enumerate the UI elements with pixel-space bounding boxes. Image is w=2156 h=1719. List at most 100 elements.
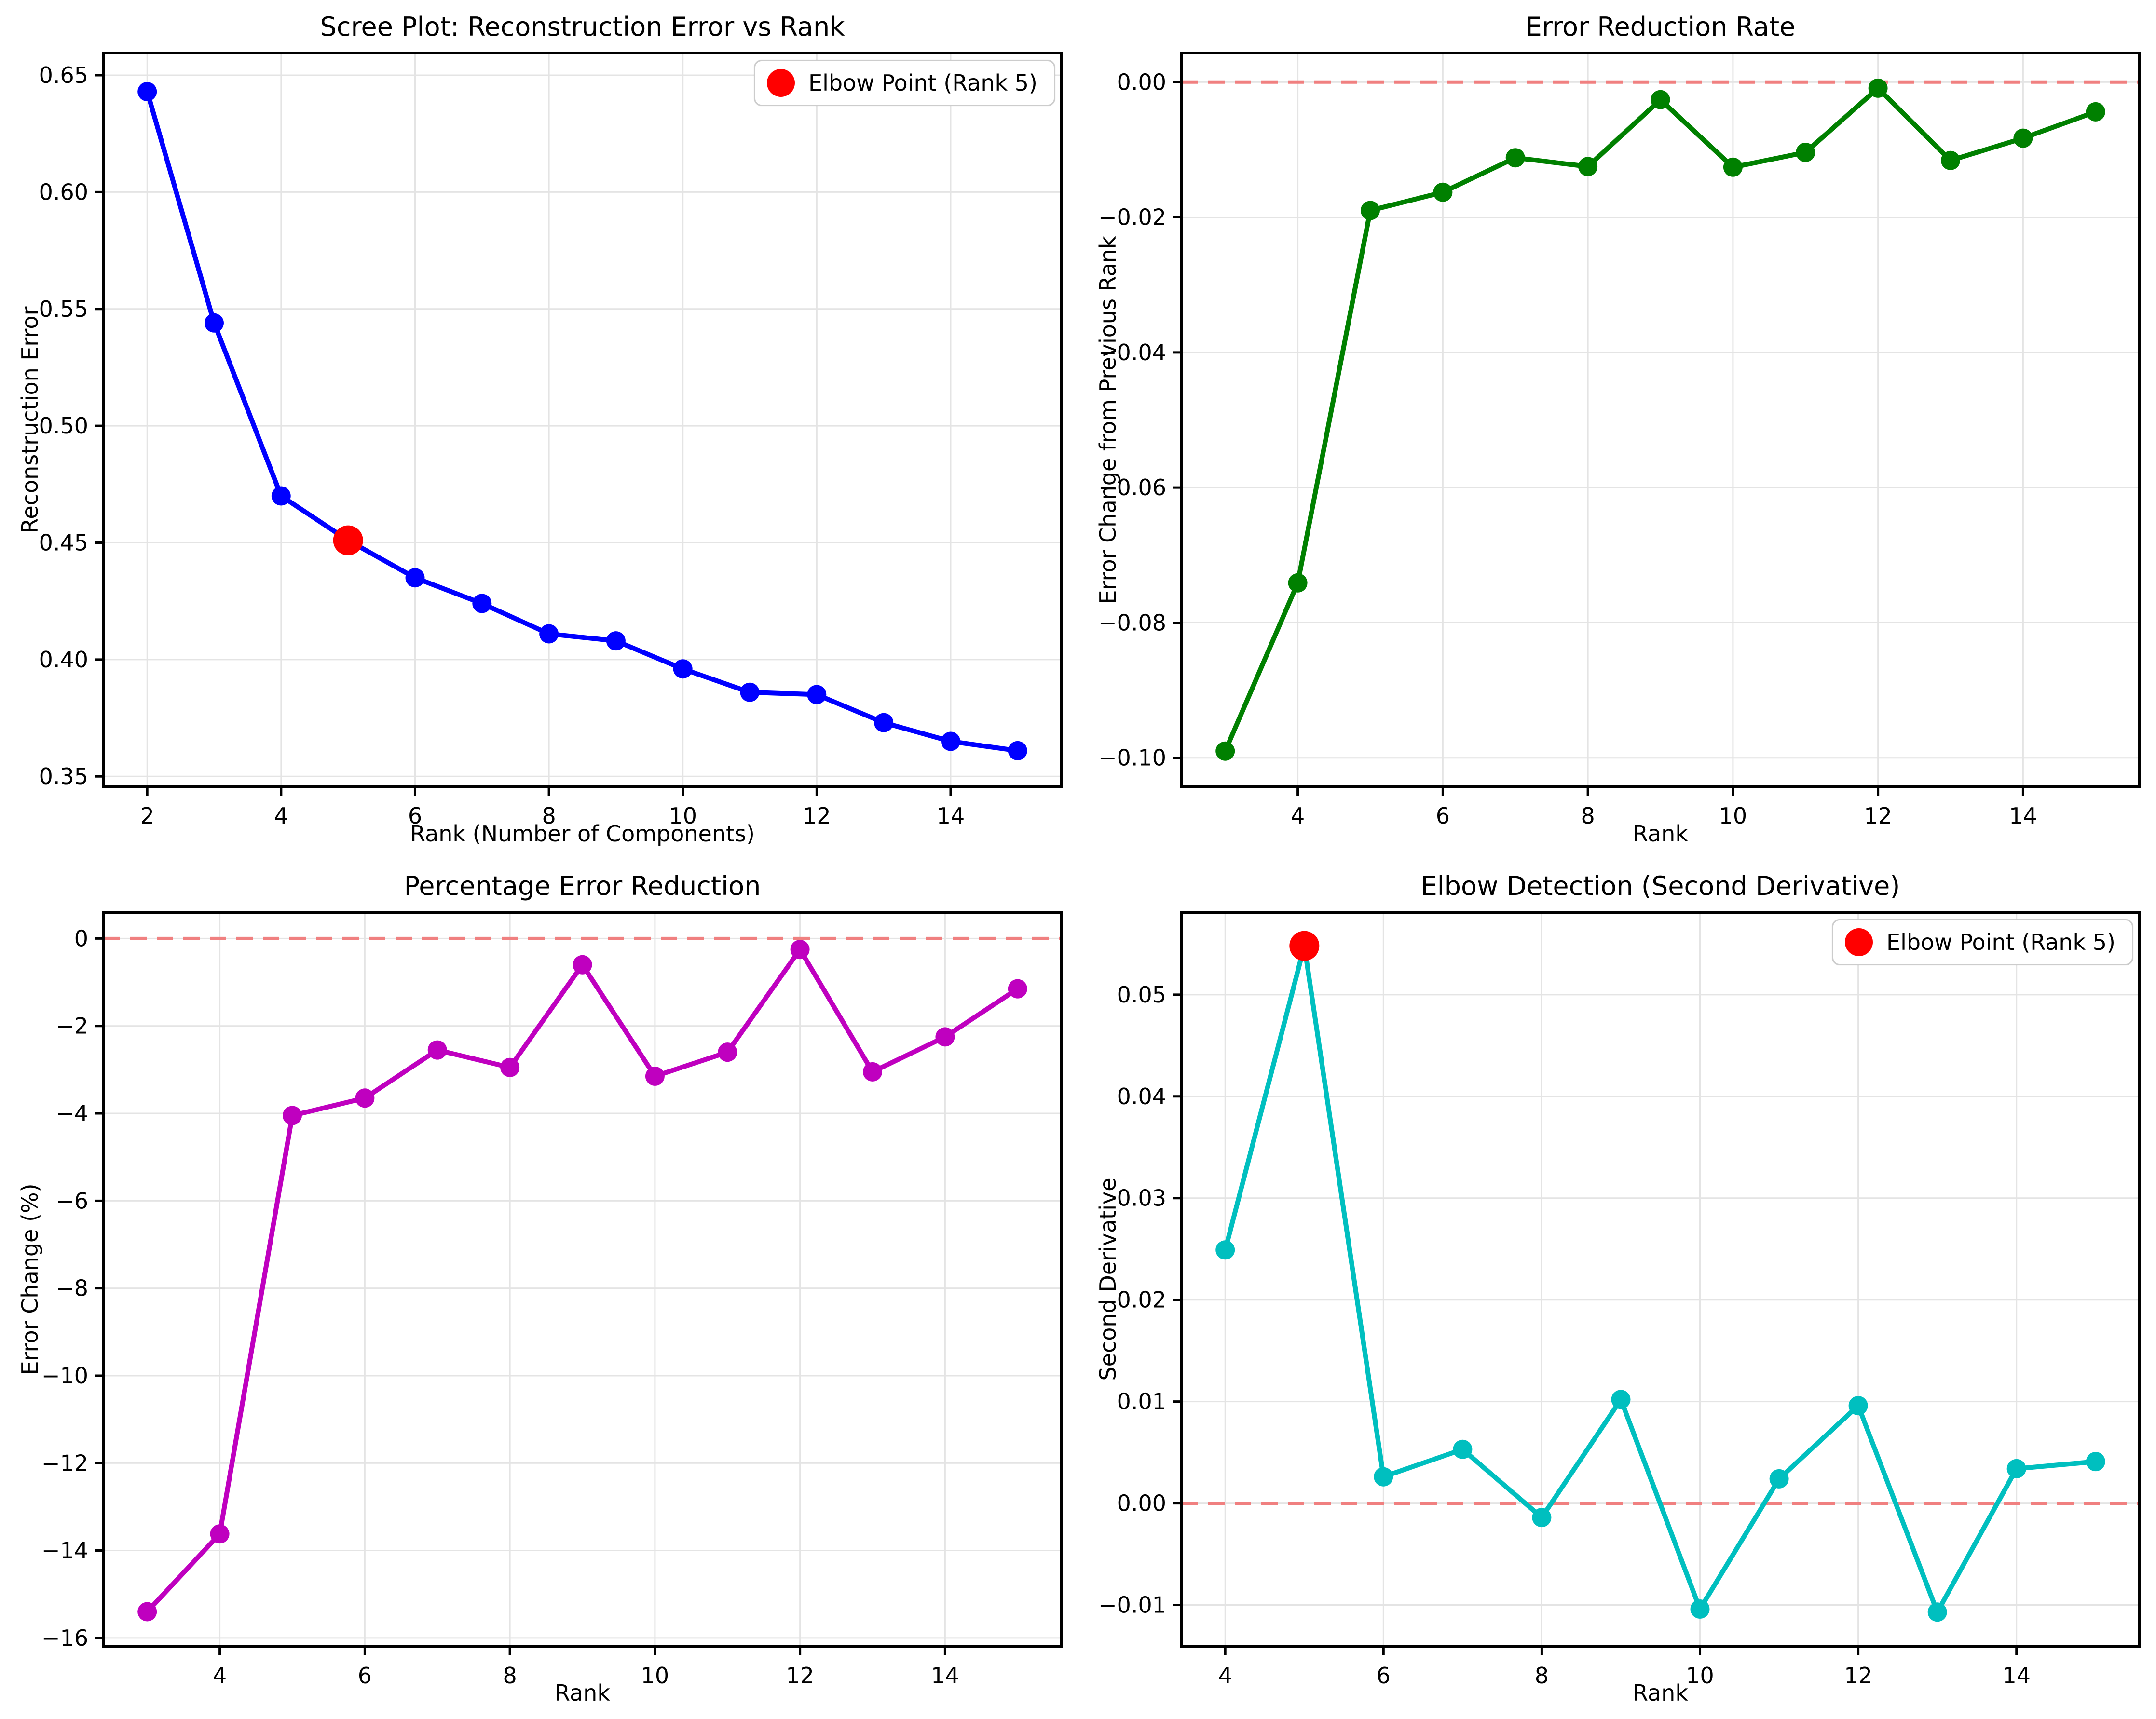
data-point xyxy=(1433,182,1453,202)
data-point xyxy=(2013,128,2033,148)
data-point xyxy=(790,940,810,960)
x-tick-label: 8 xyxy=(542,803,556,829)
y-tick-label: 0.45 xyxy=(39,529,88,555)
y-ticks: 0.65 0.60 0.55 0.50 0.45 0.40 0.35 xyxy=(39,62,104,789)
y-tick-label: 0.02 xyxy=(1117,1287,1166,1313)
data-point xyxy=(1008,979,1027,999)
y-tick-label: −14 xyxy=(41,1538,88,1564)
error-reduction-rate-canvas: 4 6 8 10 12 14 0.00 −0.02 −0.04 −0.06 −0.08 −0.10 xyxy=(1078,0,2156,859)
data-point xyxy=(137,82,157,101)
data-point xyxy=(427,1040,447,1060)
y-tick-label: 0.04 xyxy=(1117,1083,1166,1110)
y-tick-label: −0.04 xyxy=(1098,339,1166,365)
x-tick-label: 2 xyxy=(140,803,154,829)
data-point xyxy=(673,659,693,679)
data-point xyxy=(718,1042,737,1062)
chart-title: Scree Plot: Reconstruction Error vs Rank xyxy=(320,12,845,42)
y-tick-label: 0.00 xyxy=(1117,1490,1166,1516)
y-tick-label: −16 xyxy=(41,1625,88,1651)
x-tick-label: 4 xyxy=(213,1663,227,1689)
y-axis-label: Reconstruction Error xyxy=(17,306,43,534)
data-point xyxy=(1361,201,1380,220)
legend: Elbow Point (Rank 5) xyxy=(1832,919,2133,965)
y-axis-label: Error Change from Previous Rank xyxy=(1095,236,1121,604)
data-point xyxy=(1505,148,1525,168)
y-tick-label: 0 xyxy=(74,925,88,951)
x-tick-label: 14 xyxy=(931,1663,959,1689)
x-ticks: 2 4 6 8 10 12 14 xyxy=(140,787,965,829)
y-tick-label: 0.00 xyxy=(1117,69,1166,95)
x-tick-label: 6 xyxy=(358,1663,372,1689)
y-tick-label: 0.05 xyxy=(1117,982,1166,1008)
x-tick-label: 4 xyxy=(1218,1663,1232,1689)
x-tick-label: 14 xyxy=(2002,1663,2031,1689)
x-tick-label: 10 xyxy=(669,803,697,829)
x-tick-label: 12 xyxy=(1864,803,1892,829)
data-point xyxy=(863,1062,882,1082)
elbow-point xyxy=(1289,931,1320,961)
data-point xyxy=(606,631,626,651)
y-tick-label: 0.35 xyxy=(39,763,88,789)
data-point xyxy=(740,682,760,702)
x-tick-label: 14 xyxy=(937,803,965,829)
x-tick-label: 8 xyxy=(1581,803,1595,829)
y-tick-label: −6 xyxy=(55,1188,88,1214)
axes-frame xyxy=(102,52,1063,788)
data-point xyxy=(1769,1469,1789,1489)
x-tick-label: 4 xyxy=(1291,803,1305,829)
data-point xyxy=(941,731,960,751)
elbow-point xyxy=(333,525,363,555)
x-ticks: 4 6 8 10 12 14 xyxy=(1218,1647,2031,1689)
y-ticks: 0.05 0.04 0.03 0.02 0.01 0.00 −0.01 xyxy=(1098,982,1182,1618)
data-points xyxy=(137,940,1027,1622)
y-tick-label: −0.06 xyxy=(1098,474,1166,501)
x-tick-label: 6 xyxy=(1377,1663,1391,1689)
x-tick-label: 10 xyxy=(1686,1663,1714,1689)
elbow-marker-icon xyxy=(1845,928,1873,956)
y-tick-label: 0.55 xyxy=(39,296,88,322)
data-point xyxy=(1796,143,1815,162)
x-tick-label: 6 xyxy=(1436,803,1450,829)
data-point xyxy=(1611,1390,1631,1409)
y-axis-label: Error Change (%) xyxy=(17,1183,43,1375)
y-tick-label: 0.50 xyxy=(39,413,88,439)
data-point xyxy=(1927,1602,1947,1622)
y-tick-label: −8 xyxy=(55,1275,88,1301)
y-tick-label: −0.01 xyxy=(1098,1592,1166,1618)
scree-plot-canvas: 2 4 6 8 10 12 14 0.65 0.60 0.55 0.50 0.45 0.40 0.35 xyxy=(0,0,1078,859)
chart-cell-scree-plot: 2 4 6 8 10 12 14 0.65 0.60 0.55 0.50 0.45 0.40 0.35 S… xyxy=(0,0,1078,859)
data-point xyxy=(205,313,224,333)
data-point xyxy=(1215,1240,1235,1260)
x-tick-label: 12 xyxy=(803,803,831,829)
plot-background xyxy=(1078,859,2156,1719)
x-axis-label: Rank xyxy=(1633,1680,1688,1706)
y-tick-label: −0.08 xyxy=(1098,609,1166,636)
x-ticks: 4 6 8 10 12 14 xyxy=(213,1647,959,1689)
x-tick-label: 6 xyxy=(408,803,422,829)
data-point xyxy=(137,1602,157,1622)
chart-title: Elbow Detection (Second Derivative) xyxy=(1420,871,1900,901)
x-tick-label: 4 xyxy=(274,803,288,829)
data-point xyxy=(1723,157,1743,177)
x-tick-label: 12 xyxy=(786,1663,814,1689)
data-point xyxy=(210,1524,230,1544)
data-point xyxy=(1215,741,1235,761)
axes-frame xyxy=(1180,911,2141,1648)
y-tick-label: −0.10 xyxy=(1098,745,1166,771)
y-tick-label: −4 xyxy=(55,1100,88,1126)
x-tick-label: 12 xyxy=(1844,1663,1872,1689)
data-point xyxy=(1532,1508,1552,1528)
data-points xyxy=(1215,936,2105,1622)
y-tick-label: 0.40 xyxy=(39,647,88,673)
chart-cell-percentage-error-reduction: 4 6 8 10 12 14 0 −2 −4 −6 −8 −10 −12 −14 −16 Percentag… xyxy=(0,859,1078,1719)
data-point xyxy=(1941,150,1960,170)
plot-background xyxy=(1078,0,2156,859)
legend: Elbow Point (Rank 5) xyxy=(754,60,1055,106)
axes-frame xyxy=(1180,52,2141,788)
series-line xyxy=(1223,943,2098,1615)
data-point xyxy=(2006,1459,2026,1478)
y-tick-label: −2 xyxy=(55,1013,88,1039)
x-tick-label: 10 xyxy=(641,1663,669,1689)
grid xyxy=(104,53,1061,787)
chart-cell-elbow-detection: 4 6 8 10 12 14 0.05 0.04 0.03 0.02 0.01 0.00 −0.01 E… xyxy=(1078,859,2156,1719)
